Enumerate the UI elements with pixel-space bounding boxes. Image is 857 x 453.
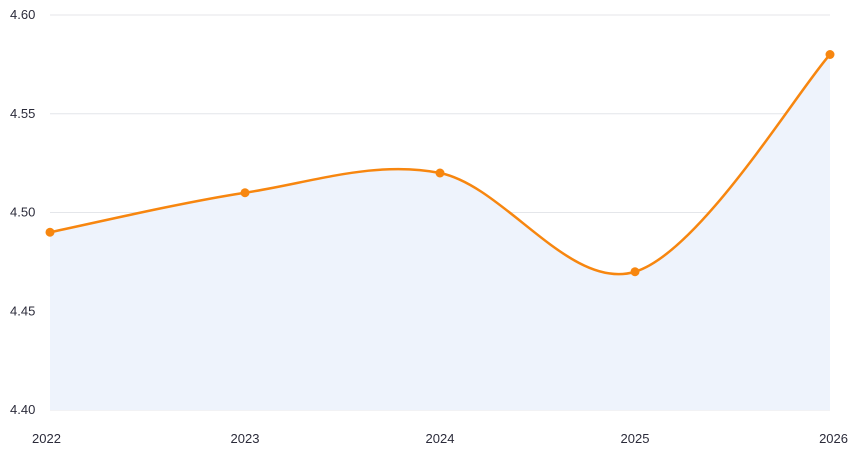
y-tick-label: 4.45 — [10, 303, 35, 318]
y-tick-label: 4.60 — [10, 7, 35, 22]
series-line — [48, 53, 832, 276]
data-point — [630, 267, 640, 277]
y-axis-tick-labels: 4.40 4.45 4.50 4.55 4.60 — [10, 7, 35, 417]
y-tick-label: 4.50 — [10, 205, 35, 220]
data-point — [240, 188, 250, 198]
x-tick-label: 2025 — [621, 431, 650, 446]
x-tick-label: 2024 — [426, 431, 455, 446]
x-axis-tick-labels: 2022 2023 2024 2025 2026 — [32, 431, 848, 446]
data-point — [45, 227, 55, 237]
x-tick-label: 2023 — [231, 431, 260, 446]
y-tick-label: 4.40 — [10, 402, 35, 417]
y-tick-label: 4.55 — [10, 106, 35, 121]
data-point — [825, 50, 835, 59]
x-tick-label: 2026 — [819, 431, 848, 446]
data-points — [45, 50, 835, 277]
data-point — [435, 168, 445, 178]
x-tick-label: 2022 — [32, 431, 61, 446]
area-fill — [50, 54, 830, 410]
